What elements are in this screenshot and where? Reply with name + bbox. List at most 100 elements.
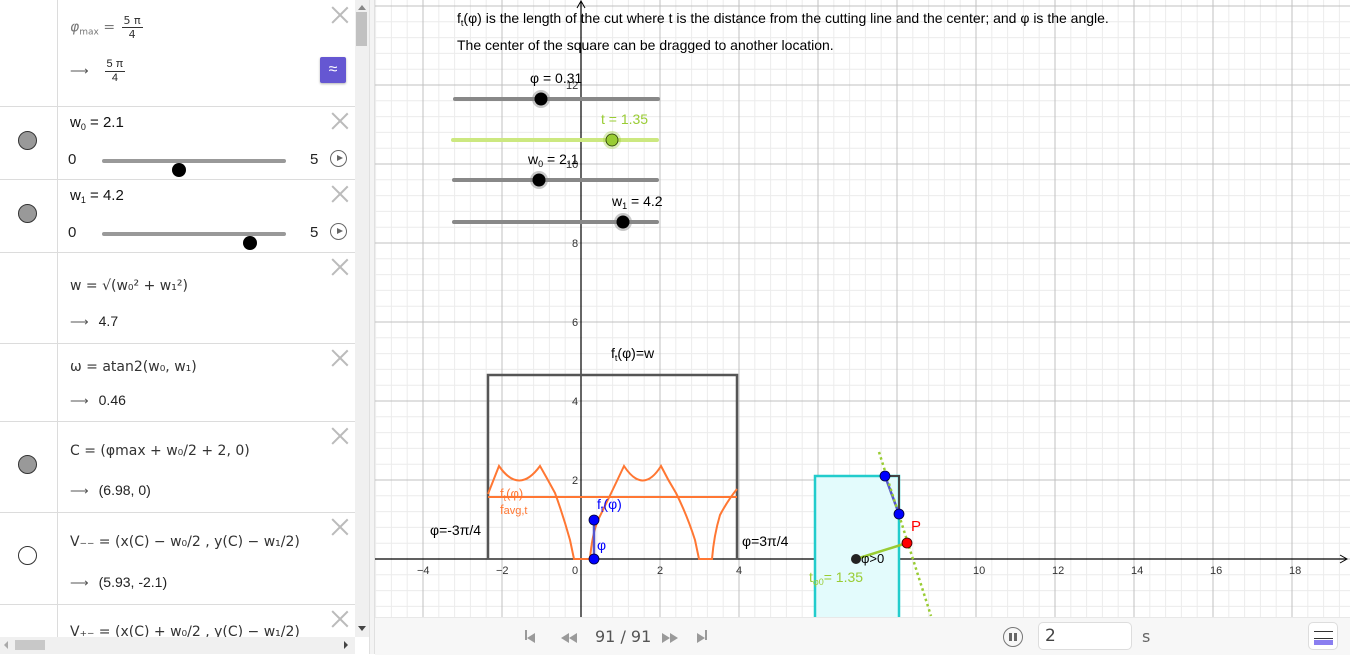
- C-output: ⟶ (6.98, 0): [70, 482, 151, 498]
- view-divider[interactable]: [369, 0, 375, 654]
- t-slider-thumb[interactable]: [605, 133, 619, 147]
- phi-base-point[interactable]: [588, 553, 600, 565]
- scroll-down-icon[interactable]: [358, 626, 366, 631]
- ft-curve: [487, 463, 738, 560]
- visibility-toggle-icon[interactable]: [18, 546, 37, 565]
- slider-track[interactable]: [102, 159, 286, 177]
- scroll-left-icon[interactable]: [4, 641, 8, 649]
- algebra-vertical-scrollbar[interactable]: [355, 0, 369, 637]
- animation-speed-input[interactable]: [1038, 622, 1132, 650]
- w0-slider[interactable]: 0 5: [68, 150, 350, 177]
- t-distance-segment: [855, 541, 908, 561]
- svg-text:10: 10: [566, 159, 578, 171]
- svg-text:18: 18: [1289, 565, 1301, 577]
- w-output: ⟶ 4.7: [70, 313, 119, 329]
- pause-icon[interactable]: [1003, 627, 1023, 647]
- svg-text:6: 6: [572, 317, 578, 329]
- P-label: P: [911, 518, 922, 535]
- omega-output: ⟶ 0.46: [70, 392, 126, 408]
- svg-text:4: 4: [572, 396, 578, 408]
- svg-text:−2: −2: [496, 565, 509, 577]
- algebra-horizontal-scrollbar[interactable]: [0, 637, 355, 654]
- step-indicator: 91 / 91: [595, 627, 652, 646]
- t-slider-label: t = 1.35: [601, 111, 649, 127]
- axis-tick-labels: −4−202468101214161824681012: [417, 80, 1301, 577]
- phi-point-label: φ: [597, 537, 607, 553]
- visibility-toggle-icon[interactable]: [18, 204, 37, 223]
- algebra-row-omega[interactable]: ω = atan2(w₀, w₁) ⟶ 0.46: [0, 343, 355, 422]
- slider-track[interactable]: [102, 232, 286, 250]
- algebra-view-toggle-icon[interactable]: [1308, 622, 1338, 650]
- svg-text:−4: −4: [417, 565, 430, 577]
- delete-icon[interactable]: [331, 518, 349, 536]
- center-point-C[interactable]: [851, 554, 861, 564]
- w1-slider-thumb[interactable]: [616, 215, 630, 229]
- delete-icon[interactable]: [331, 258, 349, 276]
- marble-column: [0, 252, 58, 343]
- omega-definition[interactable]: ω = atan2(w₀, w₁): [70, 359, 197, 375]
- delete-icon[interactable]: [331, 112, 349, 130]
- V---definition[interactable]: V₋₋ = (x(C) − w₀/2 , y(C) − w₁/2): [70, 534, 300, 550]
- ft-curve-label: ft(φ) favg,t: [500, 486, 528, 517]
- phi-slider-thumb[interactable]: [534, 92, 548, 106]
- play-icon[interactable]: [330, 150, 347, 167]
- svg-text:14: 14: [1131, 565, 1143, 577]
- w1-slider[interactable]: 0 5: [68, 223, 350, 250]
- w0-definition[interactable]: w0 = 2.1: [70, 114, 124, 132]
- w1-definition[interactable]: w1 = 4.2: [70, 187, 124, 205]
- graphics-view[interactable]: −4−202468101214161824681012: [375, 0, 1350, 617]
- svg-text:12: 12: [566, 80, 578, 92]
- visibility-toggle-icon[interactable]: [18, 131, 37, 150]
- cut-point-2[interactable]: [893, 508, 905, 520]
- algebra-row-w0[interactable]: w0 = 2.1 0 5: [0, 106, 355, 180]
- t-phi0-label: tφ0= 1.35: [809, 569, 864, 587]
- w-definition[interactable]: w = √(w₀² + w₁²): [70, 278, 188, 294]
- play-icon[interactable]: [330, 223, 347, 240]
- delete-icon[interactable]: [331, 185, 349, 203]
- cut-point-1[interactable]: [879, 470, 891, 482]
- ft-equals-w-label: ft(φ)=w: [611, 345, 655, 363]
- V+--definition[interactable]: V₊₋ = (x(C) + w₀/2 , y(C) − w₁/2): [70, 624, 300, 637]
- marble-column: [0, 512, 58, 604]
- speed-unit-label: s: [1142, 627, 1151, 646]
- marble-column: [0, 604, 58, 637]
- approximate-toggle-button[interactable]: ≈: [320, 57, 346, 83]
- marble-column: [0, 106, 58, 179]
- point-P[interactable]: [901, 537, 913, 549]
- svg-text:4: 4: [736, 565, 742, 577]
- algebra-row-C[interactable]: C = (φmax + w₀/2 + 2, 0) ⟶ (6.98, 0): [0, 421, 355, 513]
- next-step-button[interactable]: [662, 630, 678, 648]
- ft-point-label: ft(φ): [597, 496, 622, 514]
- w0-slider-thumb[interactable]: [532, 173, 546, 187]
- svg-text:2: 2: [572, 475, 578, 487]
- svg-text:10: 10: [973, 565, 985, 577]
- first-step-button[interactable]: [525, 630, 535, 648]
- scroll-right-icon[interactable]: [344, 641, 348, 649]
- scrollbar-thumb[interactable]: [15, 640, 45, 650]
- scrollbar-thumb[interactable]: [356, 12, 367, 46]
- C-definition[interactable]: C = (φmax + w₀/2 + 2, 0): [70, 443, 250, 459]
- delete-icon[interactable]: [331, 610, 349, 628]
- last-step-button[interactable]: [697, 630, 707, 648]
- w-bound-box: [486, 373, 739, 559]
- delete-icon[interactable]: [331, 349, 349, 367]
- visibility-toggle-icon[interactable]: [18, 455, 37, 474]
- marble-column: [0, 179, 58, 252]
- ft-point[interactable]: [588, 514, 600, 526]
- previous-step-button[interactable]: [561, 630, 577, 648]
- description-line-1: ft(φ) is the length of the cut where t i…: [457, 10, 1109, 28]
- algebra-row-V+-[interactable]: V₊₋ = (x(C) + w₀/2 , y(C) − w₁/2): [0, 604, 355, 637]
- slider-thumb[interactable]: [172, 163, 186, 177]
- algebra-row-V--[interactable]: V₋₋ = (x(C) − w₀/2 , y(C) − w₁/2) ⟶ (5.93…: [0, 512, 355, 605]
- graphics-canvas[interactable]: −4−202468101214161824681012: [375, 0, 1350, 617]
- delete-icon[interactable]: [331, 427, 349, 445]
- svg-text:2: 2: [657, 565, 663, 577]
- phi-max-label: φ=3π/4: [742, 533, 789, 549]
- algebra-row-w[interactable]: w = √(w₀² + w₁²) ⟶ 4.7: [0, 252, 355, 344]
- algebra-row-w1[interactable]: w1 = 4.2 0 5: [0, 179, 355, 253]
- scroll-up-icon[interactable]: [358, 5, 366, 10]
- delete-icon[interactable]: [331, 6, 349, 24]
- slider-thumb[interactable]: [243, 236, 257, 250]
